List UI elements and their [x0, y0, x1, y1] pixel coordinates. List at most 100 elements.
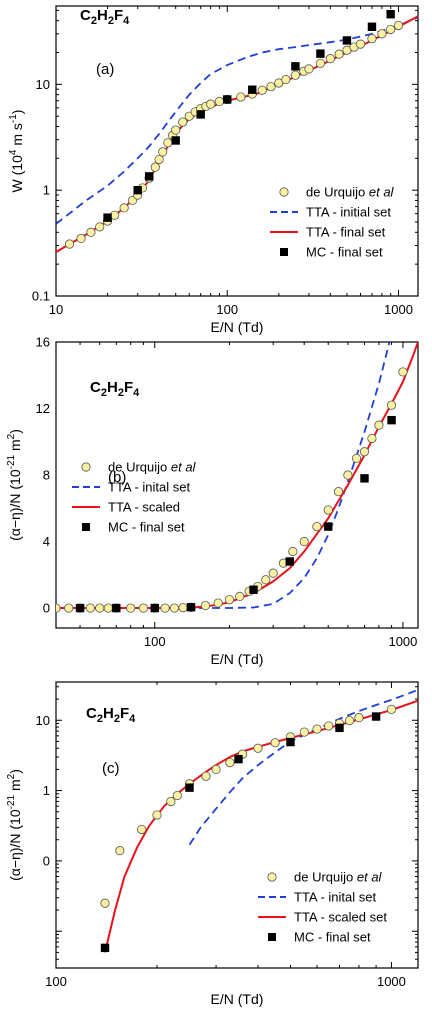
data-point-urquijo [281, 74, 291, 85]
data-point-mc [286, 737, 295, 747]
data-point-urquijo [178, 603, 188, 613]
legend-marker [279, 187, 289, 197]
plot-frame [55, 681, 419, 969]
y-tick-label: 10 [36, 77, 50, 92]
legend-marker [280, 248, 288, 256]
data-point-urquijo [178, 117, 188, 127]
ticks [55, 682, 418, 969]
legend-marker [267, 872, 277, 882]
data-point-urquijo [160, 603, 170, 613]
x-axis-label: E/N (Td) [211, 319, 264, 335]
data-point-urquijo [288, 546, 298, 557]
x-tick-label: 10 [49, 302, 63, 317]
y-tick-label: 0 [43, 601, 50, 616]
data-point-urquijo [324, 721, 334, 731]
data-point-mc [171, 136, 180, 145]
data-point-urquijo [206, 99, 216, 109]
x-tick-label: 1000 [384, 302, 413, 317]
legend-entry: TTA - inital set [294, 890, 377, 905]
data-point-urquijo [115, 846, 125, 856]
legend: de Urquijo et al TTA - initial set TTA - f… [270, 185, 395, 260]
data-point-urquijo [253, 743, 263, 753]
data-point-urquijo [95, 222, 105, 232]
y-tick-label: 0.1 [32, 289, 50, 304]
data-point-urquijo [154, 154, 164, 165]
data-point-urquijo [95, 603, 105, 613]
data-point-urquijo [374, 420, 384, 430]
data-point-urquijo [166, 796, 176, 807]
data-point-mc [342, 36, 352, 45]
data-point-urquijo [201, 771, 211, 781]
legend-marker [81, 462, 91, 472]
data-point-urquijo [137, 824, 147, 835]
plot-area [56, 342, 418, 613]
legend-entry: TTA - inital set [108, 480, 191, 495]
data-point-urquijo [334, 49, 344, 59]
ticks [55, 342, 404, 628]
data-point-urquijo [312, 724, 322, 734]
y-tick-label: 8 [43, 468, 50, 483]
data-point-mc [324, 522, 333, 531]
data-point-mc [100, 943, 110, 953]
data-point-mc [248, 85, 257, 94]
legend-entry: TTA - scaled set [294, 910, 387, 925]
data-point-urquijo [323, 505, 333, 515]
data-point-urquijo [290, 70, 300, 80]
data-point-urquijo [169, 603, 180, 613]
legend-entry: de Urquijo et al [294, 870, 383, 885]
data-point-urquijo [85, 603, 95, 613]
data-point-urquijo [393, 20, 404, 31]
data-point-urquijo [299, 536, 309, 547]
data-point-urquijo [119, 203, 129, 213]
data-point-urquijo [64, 239, 75, 249]
data-point-urquijo [64, 603, 74, 613]
data-point-urquijo [315, 58, 326, 68]
y-tick-label: 0 [43, 853, 50, 868]
data-point-urquijo [213, 598, 223, 608]
panel-a: 10 100 1000 0.1 1 10 E/N (Td) W (104 m s-1) C2H2… [8, 5, 419, 335]
data-point-urquijo [224, 595, 235, 605]
legend-entry: de Urquijo et al [306, 185, 395, 200]
x-tick-label: 1000 [388, 634, 417, 649]
data-point-mc [371, 712, 381, 721]
data-point-mc [291, 62, 300, 71]
data-point-urquijo [235, 591, 245, 602]
legend-entry: MC - final set [108, 520, 185, 535]
data-point-urquijo [354, 713, 364, 723]
data-point-urquijo [261, 575, 271, 585]
data-point-urquijo [171, 125, 181, 135]
data-point-urquijo [268, 568, 278, 578]
data-point-urquijo [103, 603, 113, 613]
data-point-mc [185, 783, 194, 792]
data-point-mc [335, 723, 344, 733]
legend-marker [268, 933, 276, 941]
data-point-mc [387, 415, 396, 425]
data-point-urquijo [150, 162, 160, 172]
data-point-mc [133, 185, 142, 195]
data-point-urquijo [257, 85, 267, 95]
data-point-urquijo [163, 138, 173, 148]
data-point-mc [249, 585, 258, 594]
data-point-urquijo [126, 603, 136, 613]
data-point-urquijo [100, 898, 110, 908]
legend-entry: de Urquijo et al [108, 460, 197, 475]
data-point-urquijo [158, 147, 168, 157]
compound-title: C2H2F4 [90, 379, 140, 399]
data-point-urquijo [236, 92, 246, 102]
x-tick-label: 100 [45, 974, 67, 989]
y-tick-label: 12 [36, 401, 50, 416]
data-point-urquijo [200, 600, 211, 611]
legend-entry: MC - final set [294, 930, 371, 945]
data-point-urquijo [266, 82, 276, 92]
data-point-mc [367, 22, 377, 31]
data-point-mc [196, 110, 205, 119]
data-point-urquijo [299, 727, 309, 737]
legend-entry: TTA - scaled [108, 500, 180, 515]
data-point-urquijo [225, 757, 235, 768]
x-tick-label: 1000 [377, 974, 406, 989]
x-tick-label: 100 [144, 634, 166, 649]
data-point-mc [103, 213, 112, 222]
panel-label: (b) [108, 469, 126, 486]
data-point-urquijo [359, 447, 370, 457]
